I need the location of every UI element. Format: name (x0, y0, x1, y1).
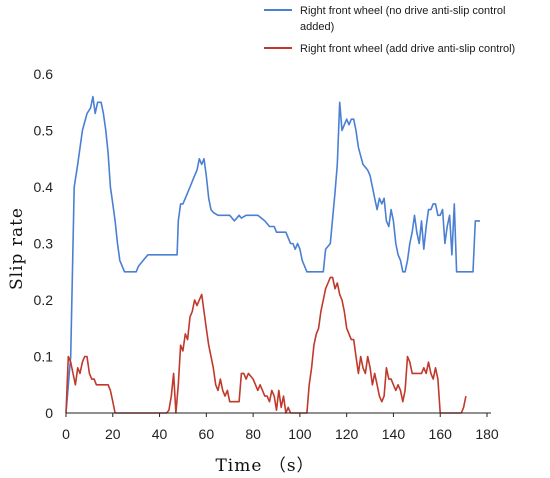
x-tick-label: 20 (105, 426, 121, 442)
y-tick-label: 0.6 (34, 66, 54, 82)
series-2 (65, 276, 467, 414)
x-tick-label: 40 (152, 426, 168, 442)
legend-label: Right front wheel (add drive anti-slip c… (300, 43, 515, 55)
series-1 (65, 95, 480, 414)
y-axis: 0 0.1 0.2 0.3 0.4 0.5 0.6 (34, 66, 54, 421)
x-tick-label: 140 (382, 426, 406, 442)
x-tick-label: 160 (429, 426, 453, 442)
series-line (65, 95, 480, 414)
y-axis-title: Slip rate (7, 207, 27, 290)
y-tick-label: 0.2 (34, 292, 54, 308)
x-tick-label: 60 (199, 426, 215, 442)
x-axis-title: Time （s） (215, 456, 314, 476)
series-line (65, 276, 467, 414)
x-tick-label: 120 (335, 426, 359, 442)
x-tick-label: 100 (288, 426, 312, 442)
y-tick-label: 0.4 (34, 179, 54, 195)
legend: Right front wheel (no drive anti-slip co… (264, 5, 515, 55)
x-tick-label: 0 (62, 426, 70, 442)
y-tick-label: 0 (45, 405, 53, 421)
x-tick-label: 180 (475, 426, 499, 442)
y-tick-label: 0.3 (34, 236, 54, 252)
legend-label: added) (300, 21, 334, 33)
x-axis: 0 20 40 60 80 100 120 140 160 180 (62, 413, 499, 442)
legend-label: Right front wheel (no drive anti-slip co… (300, 5, 505, 17)
series-layer (65, 95, 480, 414)
x-tick-label: 80 (245, 426, 261, 442)
y-tick-label: 0.1 (34, 349, 54, 365)
y-tick-label: 0.5 (34, 123, 54, 139)
